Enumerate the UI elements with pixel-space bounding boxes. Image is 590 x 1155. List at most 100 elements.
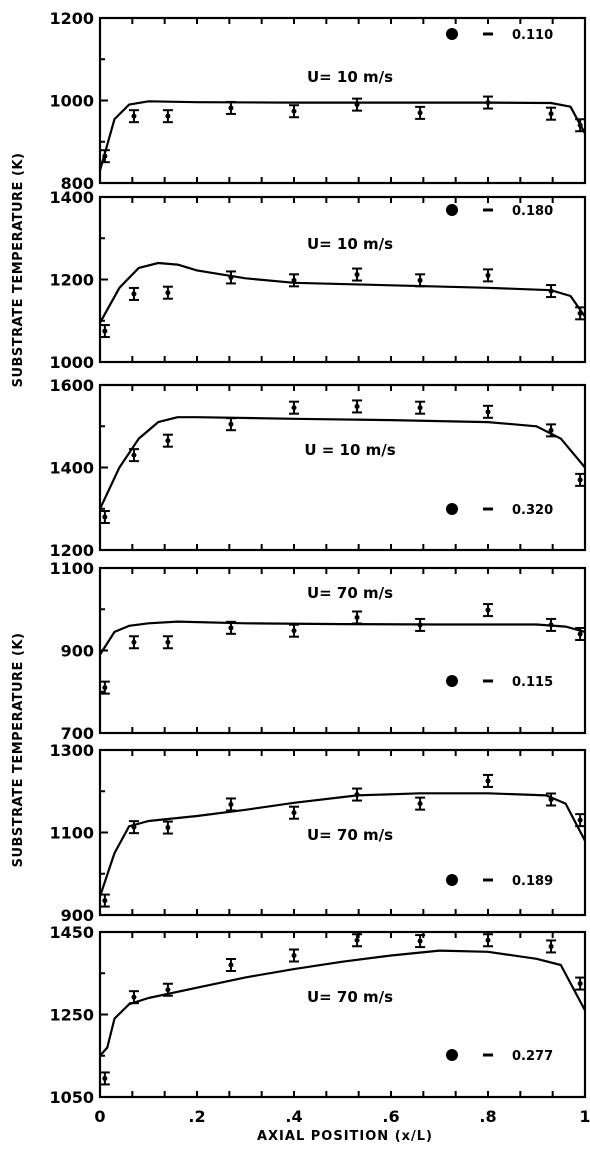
- model-curve: [99, 261, 586, 324]
- marker: [485, 778, 491, 784]
- x-tick-label: .2: [188, 1107, 205, 1126]
- y-tick-label: 1000: [49, 353, 94, 372]
- measured-point: [546, 939, 557, 954]
- marker: [417, 801, 423, 807]
- marker: [102, 514, 108, 520]
- x-tick-label: 1: [579, 1107, 590, 1126]
- legend: 0.320: [446, 503, 553, 518]
- marker: [354, 792, 360, 798]
- marker: [228, 274, 234, 280]
- measured-point: [415, 796, 426, 811]
- y-tick-label: 1300: [49, 741, 94, 760]
- measured-point: [225, 620, 236, 635]
- measured-point: [128, 990, 139, 1005]
- marker: [577, 981, 583, 987]
- marker: [548, 797, 554, 802]
- marker: [577, 817, 583, 823]
- marker: [165, 438, 171, 444]
- legend: 0.115: [446, 675, 553, 690]
- measured-point: [128, 448, 139, 463]
- marker: [102, 1075, 108, 1081]
- measured-point: [352, 399, 363, 414]
- panel-5: 900 1100 1300 0.189 U= 70 m/s: [49, 741, 587, 925]
- measured-point: [575, 306, 586, 321]
- y-tick-label: 1450: [49, 923, 94, 942]
- marker: [291, 277, 297, 283]
- marker: [131, 291, 137, 297]
- panel-1: 800 1000 1200 0.110 U= 10 m/s: [49, 9, 587, 193]
- marker: [417, 405, 423, 411]
- y-tick-label: 1050: [49, 1088, 94, 1107]
- legend: 0.110: [446, 28, 553, 43]
- velocity-annotation: U = 10 m/s: [304, 441, 395, 459]
- measured-point: [99, 510, 110, 524]
- measured-point: [483, 404, 493, 419]
- measured-point: [483, 773, 493, 788]
- measured-point: [415, 273, 426, 288]
- measured-point: [99, 149, 110, 164]
- marker: [417, 110, 423, 116]
- measured-point: [575, 472, 586, 487]
- measured-point: [289, 400, 299, 415]
- marker: [165, 825, 171, 831]
- measured-point: [162, 109, 173, 124]
- measured-point: [128, 109, 139, 124]
- measured-point: [225, 797, 236, 812]
- measured-point: [546, 106, 557, 121]
- legend: 0.277: [446, 1049, 553, 1064]
- measured-point: [128, 286, 139, 301]
- marker: [131, 994, 137, 1000]
- measured-point: [289, 623, 299, 638]
- measured-point: [225, 417, 236, 432]
- legend-value: 0.115: [512, 675, 553, 690]
- y-axis-label-bottom: SUBSTRATE TEMPERATURE (K): [11, 633, 26, 868]
- velocity-annotation: U= 70 m/s: [307, 584, 393, 602]
- legend-value: 0.180: [512, 204, 553, 219]
- marker: [131, 639, 137, 645]
- marker: [228, 801, 234, 807]
- marker: [165, 987, 171, 993]
- marker: [417, 938, 423, 944]
- x-tick-label: .6: [382, 1107, 399, 1126]
- measured-point: [415, 400, 426, 415]
- measured-point: [483, 933, 493, 948]
- marker: [485, 937, 491, 943]
- marker: [291, 953, 297, 959]
- marker: [548, 111, 554, 117]
- measured-point: [289, 948, 299, 963]
- legend-value: 0.277: [512, 1049, 553, 1064]
- measured-point: [352, 787, 363, 802]
- y-tick-label: 1400: [49, 188, 94, 207]
- marker: [548, 288, 554, 294]
- measured-point: [575, 813, 586, 828]
- y-tick-label: 900: [61, 642, 94, 661]
- y-tick-label: 1000: [49, 92, 94, 111]
- marker: [102, 685, 108, 691]
- marker: [354, 937, 360, 943]
- measured-point: [162, 820, 173, 835]
- y-tick-label: 1400: [49, 459, 94, 478]
- measured-point: [289, 104, 299, 119]
- measured-point: [546, 423, 557, 438]
- y-tick-label: 900: [61, 906, 94, 925]
- marker: [131, 113, 137, 119]
- measured-point: [415, 105, 426, 120]
- marker: [485, 272, 491, 278]
- measured-point: [352, 933, 363, 948]
- marker: [291, 628, 297, 634]
- marker: [577, 310, 583, 316]
- x-tick-label: .8: [479, 1107, 496, 1126]
- legend-value: 0.110: [512, 28, 553, 43]
- legend-value: 0.320: [512, 503, 553, 518]
- marker: [102, 898, 108, 904]
- velocity-annotation: U= 70 m/s: [307, 826, 393, 844]
- model-curve: [98, 100, 586, 171]
- x-tick-label: .4: [285, 1107, 302, 1126]
- model-curve: [99, 620, 586, 656]
- marker: [228, 625, 234, 631]
- legend-value: 0.189: [512, 874, 553, 889]
- measured-point: [162, 635, 173, 650]
- measured-point: [546, 284, 557, 299]
- marker: [548, 622, 554, 628]
